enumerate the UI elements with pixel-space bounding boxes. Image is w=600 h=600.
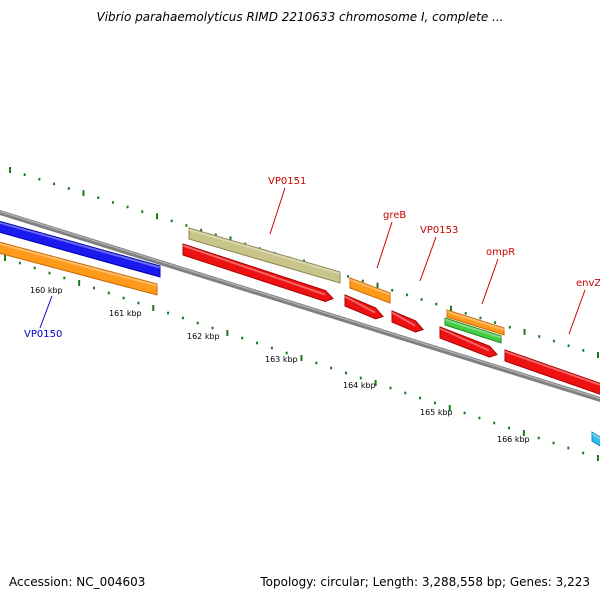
blue-cds-shine — [0, 221, 161, 269]
cyan-cds[interactable] — [591, 431, 600, 449]
red-cds-2-body[interactable] — [344, 294, 384, 320]
label-leader-lines — [39, 187, 586, 335]
orange-cds-1-body[interactable] — [0, 241, 158, 296]
red-cds-3-shine — [391, 311, 416, 327]
red-cds-4-body[interactable] — [439, 326, 498, 358]
khaki-feature-body[interactable] — [188, 227, 341, 284]
kbp-label-163: 163 kbp — [265, 355, 298, 364]
leader-vp0150 — [39, 295, 53, 329]
backbone-line — [0, 209, 600, 403]
khaki-feature[interactable] — [188, 227, 341, 284]
blue-cds-body[interactable] — [0, 220, 161, 278]
map-title: Vibrio parahaemolyticus RIMD 2210633 chr… — [96, 10, 504, 24]
orange-cds-2-shine — [349, 278, 391, 296]
cyan-cds-shine — [591, 432, 600, 440]
accession-text: Accession: NC_004603 — [9, 575, 146, 589]
red-cds-3-body[interactable] — [391, 310, 424, 333]
green-cds[interactable] — [444, 317, 502, 344]
kbp-label-164: 164 kbp — [343, 381, 376, 390]
red-cds-4-shine — [439, 327, 490, 352]
khaki-feature-shine — [188, 228, 341, 275]
orange-cds-2[interactable] — [349, 277, 391, 304]
feature-track[interactable] — [0, 220, 600, 449]
kbp-label-165: 165 kbp — [420, 408, 453, 417]
backbone-highlight — [0, 210, 600, 400]
leader-vp0153 — [419, 236, 437, 282]
genome-summary-text: Topology: circular; Length: 3,288,558 bp… — [260, 575, 590, 589]
gene-label-vp0153[interactable]: VP0153 — [420, 225, 458, 236]
kbp-label-161: 161 kbp — [109, 309, 142, 318]
leader-ompr — [481, 258, 499, 305]
chromosome-backbone — [0, 209, 600, 403]
red-cds-2-shine — [344, 295, 376, 314]
red-cds-4[interactable] — [439, 326, 498, 358]
kbp-label-160: 160 kbp — [30, 286, 63, 295]
orange-cds-3[interactable] — [446, 309, 505, 336]
leader-envz — [568, 289, 586, 335]
red-cds-2[interactable] — [344, 294, 384, 320]
red-cds-3[interactable] — [391, 310, 424, 333]
orange-cds-1[interactable] — [0, 241, 158, 296]
red-cds-5-body[interactable] — [504, 349, 600, 396]
orange-cds-2-body[interactable] — [349, 277, 391, 304]
kbp-label-166: 166 kbp — [497, 435, 530, 444]
blue-cds[interactable] — [0, 220, 161, 278]
red-cds-5-shine — [504, 350, 600, 386]
gene-label-ompr[interactable]: ompR — [486, 247, 515, 258]
orange-cds-3-shine — [446, 310, 505, 331]
leader-greb — [376, 221, 393, 269]
gene-label-envz[interactable]: envZ — [576, 278, 600, 289]
gene-label-vp0150[interactable]: VP0150 — [24, 329, 62, 340]
cyan-cds-body[interactable] — [591, 431, 600, 449]
leader-vp0151 — [269, 187, 286, 235]
orange-cds-3-body[interactable] — [446, 309, 505, 336]
inner-tick-track — [4, 255, 599, 461]
red-cds-1-body[interactable] — [182, 243, 334, 303]
green-cds-body[interactable] — [444, 317, 502, 344]
gene-label-vp0151[interactable]: VP0151 — [268, 176, 306, 187]
red-cds-5[interactable] — [504, 349, 600, 396]
kbp-label-162: 162 kbp — [187, 332, 220, 341]
green-cds-shine — [444, 318, 502, 339]
gene-label-greb[interactable]: greB — [383, 210, 406, 221]
red-cds-1-shine — [182, 244, 326, 296]
red-cds-1[interactable] — [182, 243, 334, 303]
orange-cds-1-shine — [0, 242, 158, 287]
